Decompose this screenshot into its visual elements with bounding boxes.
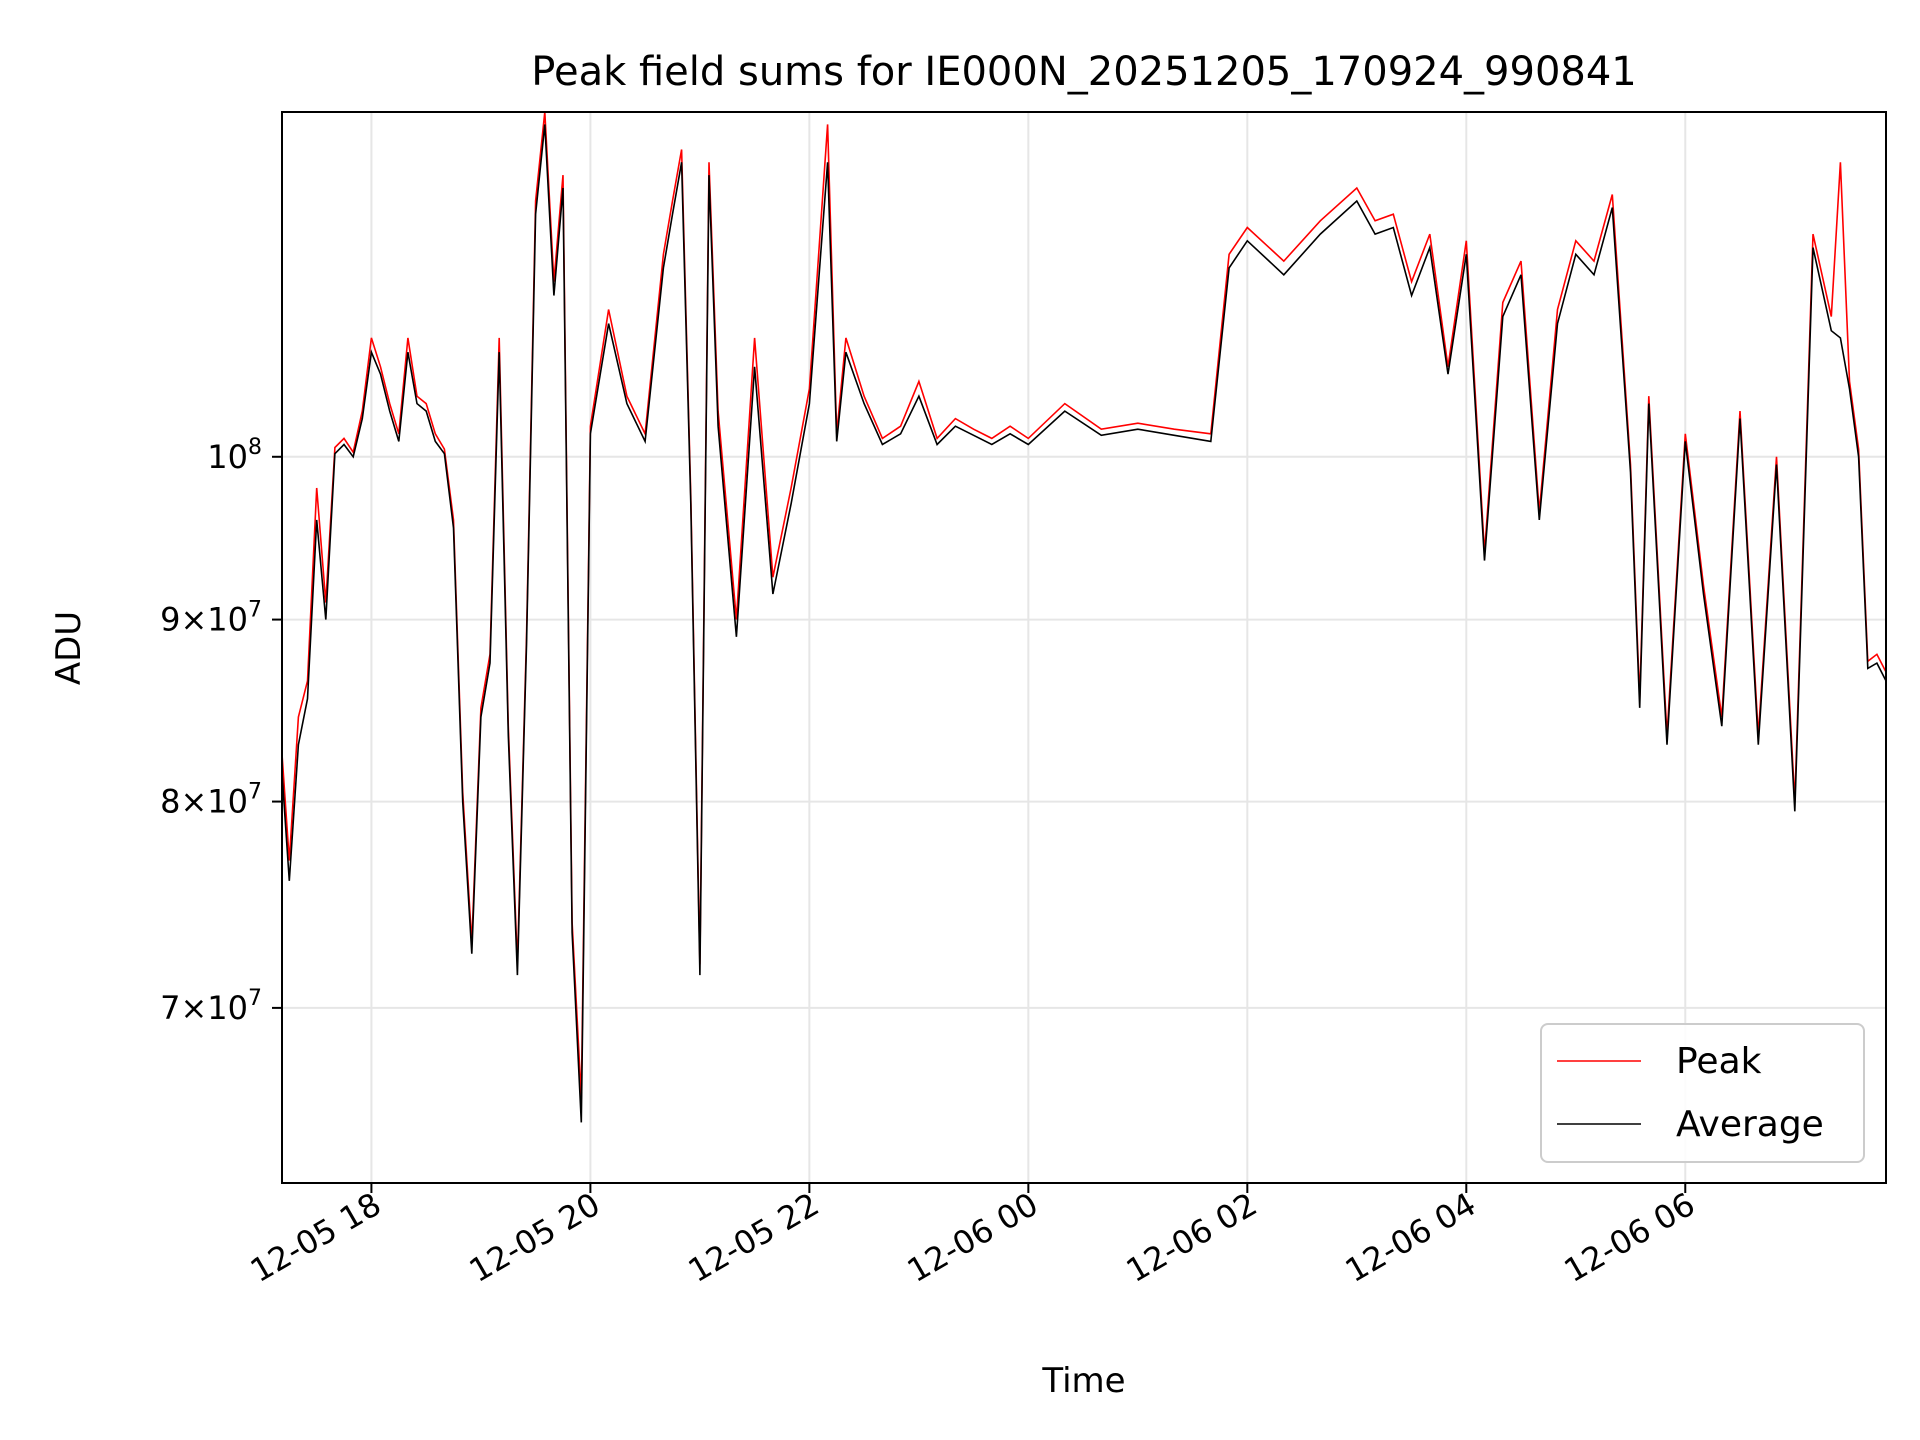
grid xyxy=(282,112,1886,1183)
y-axis-ticks: 7×107 8×107 9×107 108 xyxy=(160,435,282,1027)
series-layer xyxy=(281,111,1887,1123)
plot-frame xyxy=(281,111,1887,1184)
chart-title: Peak field sums for IE000N_20251205_1709… xyxy=(531,49,1636,95)
legend-box xyxy=(1540,1023,1865,1163)
legend-average-label: Average xyxy=(1676,1104,1824,1145)
y-axis-label: ADU xyxy=(49,611,89,685)
average-line xyxy=(281,124,1887,1123)
legend: Peak Average xyxy=(1540,1023,1865,1163)
y-tick-label: 108 xyxy=(207,435,262,476)
x-axis-label: Time xyxy=(1041,1361,1125,1401)
y-tick-label: 9×107 xyxy=(160,598,262,639)
legend-peak-label: Peak xyxy=(1676,1041,1762,1082)
y-tick-label: 8×107 xyxy=(160,780,262,821)
y-tick-label: 7×107 xyxy=(160,986,262,1027)
